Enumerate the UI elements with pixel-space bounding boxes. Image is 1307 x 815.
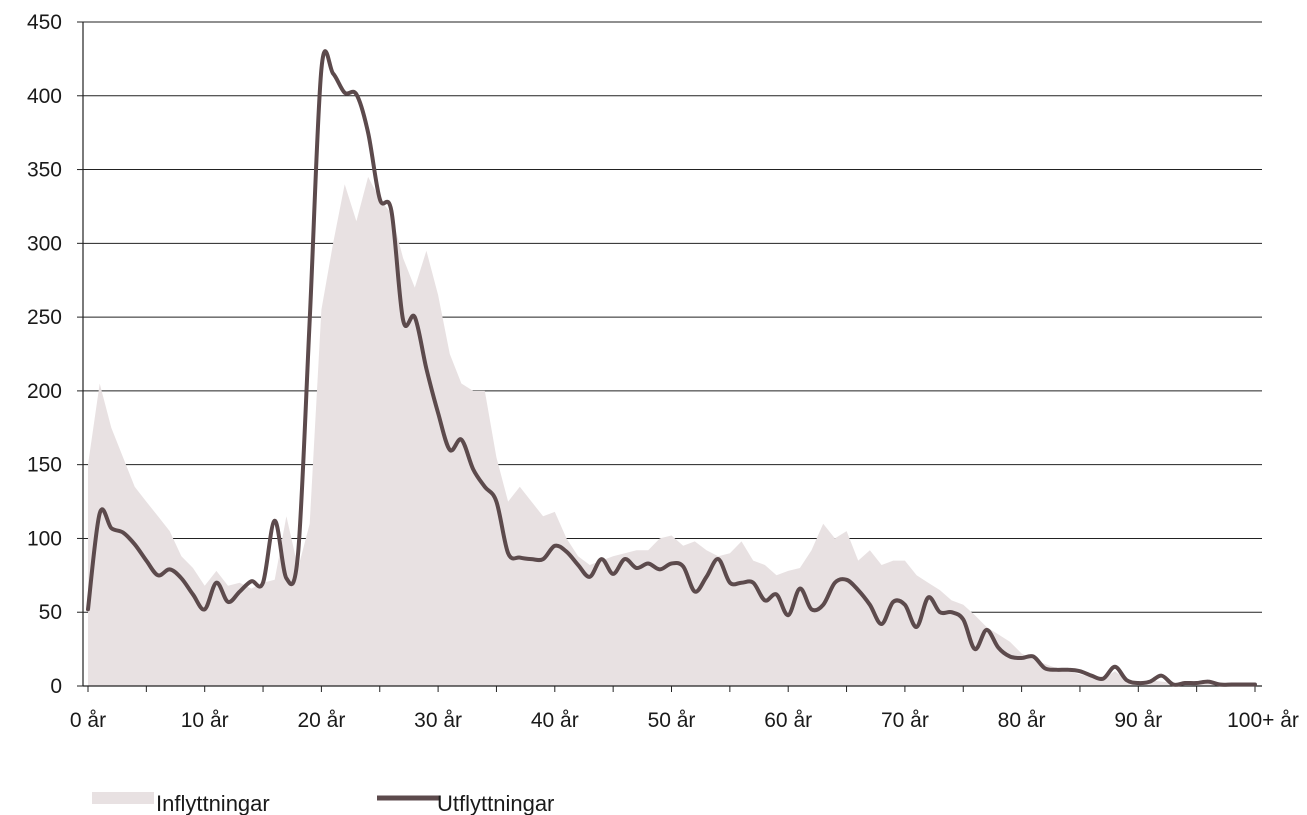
x-tick-label-80: 80 år bbox=[998, 709, 1046, 732]
y-tick-label-450: 450 bbox=[27, 11, 62, 34]
x-tick-label-90: 90 år bbox=[1114, 709, 1162, 732]
x-axis-tick-labels: 0 år 10 år 20 år 30 år 40 år 50 år 60 år 70 år 8… bbox=[70, 709, 1299, 732]
x-tick-label-20: 20 år bbox=[297, 709, 345, 732]
y-tick-label-100: 100 bbox=[27, 527, 62, 550]
x-tick-label-70: 70 år bbox=[881, 709, 929, 732]
y-tick-label-300: 300 bbox=[27, 232, 62, 255]
x-tick-label-30: 30 år bbox=[414, 709, 462, 732]
y-tick-label-50: 50 bbox=[39, 601, 62, 624]
grid-lines bbox=[83, 21, 1262, 613]
series-utflyttningar-line bbox=[86, 49, 1257, 687]
y-tick-label-200: 200 bbox=[27, 380, 62, 403]
y-tick-label-400: 400 bbox=[27, 85, 62, 108]
x-tick-label-10: 10 år bbox=[181, 709, 229, 732]
axes bbox=[77, 21, 1262, 692]
y-tick-label-0: 0 bbox=[50, 675, 62, 698]
x-tick-label-0: 0 år bbox=[70, 709, 106, 732]
legend: Inflyttningar Utflyttningar bbox=[92, 791, 554, 815]
legend-label-utflyttningar: Utflyttningar bbox=[437, 791, 554, 815]
y-tick-label-350: 350 bbox=[27, 159, 62, 182]
y-tick-label-150: 150 bbox=[27, 454, 62, 477]
y-tick-label-250: 250 bbox=[27, 306, 62, 329]
inflyttningar-area-layer bbox=[88, 176, 1255, 686]
utflyttningar-line-layer bbox=[86, 49, 1257, 687]
x-tick-label-60: 60 år bbox=[764, 709, 812, 732]
x-tick-label-40: 40 år bbox=[531, 709, 579, 732]
y-axis-tick-labels: 0 50 100 150 200 250 300 350 400 450 bbox=[27, 11, 62, 698]
series-inflyttningar-area bbox=[88, 176, 1255, 686]
x-tick-label-50: 50 år bbox=[648, 709, 696, 732]
x-tick-label-100: 100+ år bbox=[1227, 709, 1299, 732]
legend-label-inflyttningar: Inflyttningar bbox=[156, 791, 270, 815]
legend-swatch-inflyttningar bbox=[92, 792, 154, 804]
